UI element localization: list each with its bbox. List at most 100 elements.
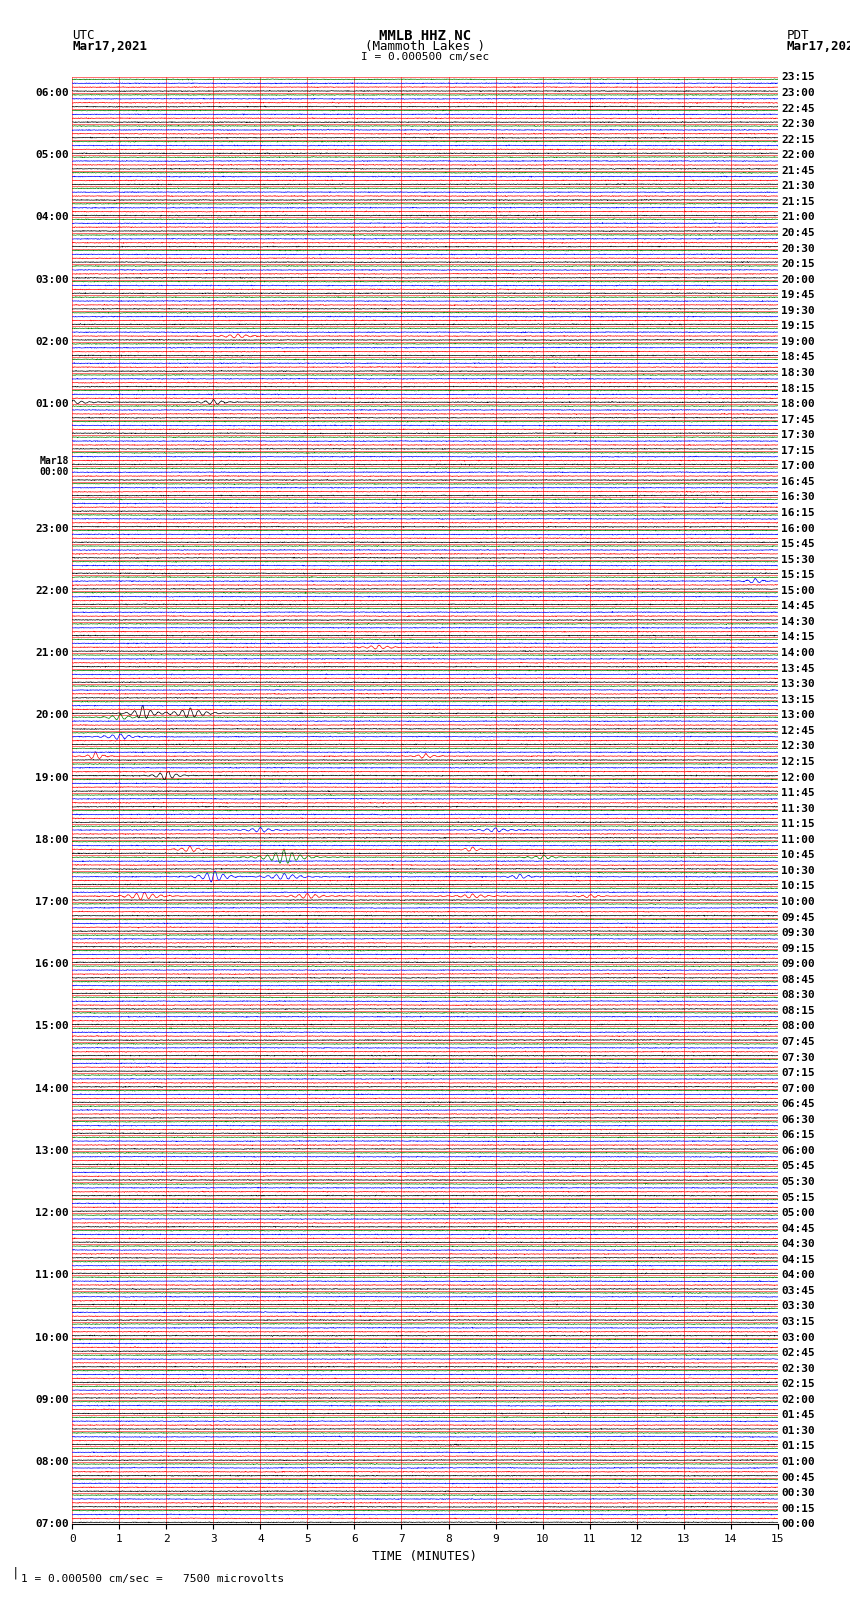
Text: 02:00: 02:00 [781, 1395, 815, 1405]
Text: 11:15: 11:15 [781, 819, 815, 829]
Text: 11:00: 11:00 [781, 836, 815, 845]
Text: 13:15: 13:15 [781, 695, 815, 705]
Text: 22:45: 22:45 [781, 103, 815, 113]
Text: 06:45: 06:45 [781, 1098, 815, 1110]
Text: 07:30: 07:30 [781, 1053, 815, 1063]
Text: Mar18
00:00: Mar18 00:00 [39, 455, 69, 477]
Text: 16:15: 16:15 [781, 508, 815, 518]
Text: 17:00: 17:00 [35, 897, 69, 907]
Text: 09:45: 09:45 [781, 913, 815, 923]
Text: 15:45: 15:45 [781, 539, 815, 548]
Text: 21:15: 21:15 [781, 197, 815, 206]
Text: 14:00: 14:00 [781, 648, 815, 658]
Text: 01:30: 01:30 [781, 1426, 815, 1436]
Text: 01:00: 01:00 [781, 1457, 815, 1468]
Text: 19:00: 19:00 [781, 337, 815, 347]
Text: 17:45: 17:45 [781, 415, 815, 424]
Text: 19:30: 19:30 [781, 306, 815, 316]
Text: 14:15: 14:15 [781, 632, 815, 642]
Text: 18:30: 18:30 [781, 368, 815, 377]
Text: 08:15: 08:15 [781, 1007, 815, 1016]
Text: 21:30: 21:30 [781, 181, 815, 192]
Text: 22:30: 22:30 [781, 119, 815, 129]
Text: 12:30: 12:30 [781, 742, 815, 752]
Text: 05:30: 05:30 [781, 1177, 815, 1187]
Text: 13:00: 13:00 [35, 1145, 69, 1157]
X-axis label: TIME (MINUTES): TIME (MINUTES) [372, 1550, 478, 1563]
Text: 14:30: 14:30 [781, 616, 815, 627]
Text: 06:00: 06:00 [35, 89, 69, 98]
Text: 05:45: 05:45 [781, 1161, 815, 1171]
Text: 08:00: 08:00 [35, 1457, 69, 1468]
Text: 19:00: 19:00 [35, 773, 69, 782]
Text: 22:15: 22:15 [781, 134, 815, 145]
Text: 20:00: 20:00 [781, 274, 815, 284]
Text: 1 = 0.000500 cm/sec =   7500 microvolts: 1 = 0.000500 cm/sec = 7500 microvolts [21, 1574, 285, 1584]
Text: 18:00: 18:00 [781, 398, 815, 410]
Text: 22:00: 22:00 [35, 586, 69, 595]
Text: 04:45: 04:45 [781, 1224, 815, 1234]
Text: 18:45: 18:45 [781, 353, 815, 363]
Text: 20:00: 20:00 [35, 710, 69, 721]
Text: 10:30: 10:30 [781, 866, 815, 876]
Text: 22:00: 22:00 [781, 150, 815, 160]
Text: 03:45: 03:45 [781, 1286, 815, 1295]
Text: 10:00: 10:00 [35, 1332, 69, 1342]
Text: 23:15: 23:15 [781, 73, 815, 82]
Text: 07:15: 07:15 [781, 1068, 815, 1077]
Text: 21:00: 21:00 [781, 213, 815, 223]
Text: 10:45: 10:45 [781, 850, 815, 860]
Text: 15:15: 15:15 [781, 571, 815, 581]
Text: 07:45: 07:45 [781, 1037, 815, 1047]
Text: PDT: PDT [786, 29, 808, 42]
Text: 21:00: 21:00 [35, 648, 69, 658]
Text: 18:15: 18:15 [781, 384, 815, 394]
Text: 20:45: 20:45 [781, 227, 815, 239]
Text: 16:30: 16:30 [781, 492, 815, 503]
Text: 12:15: 12:15 [781, 756, 815, 766]
Text: 06:30: 06:30 [781, 1115, 815, 1124]
Text: 05:00: 05:00 [35, 150, 69, 160]
Text: 11:30: 11:30 [781, 803, 815, 813]
Text: 15:00: 15:00 [781, 586, 815, 595]
Text: 00:45: 00:45 [781, 1473, 815, 1482]
Text: 04:00: 04:00 [781, 1271, 815, 1281]
Text: 06:15: 06:15 [781, 1131, 815, 1140]
Text: 11:00: 11:00 [35, 1271, 69, 1281]
Text: 00:30: 00:30 [781, 1489, 815, 1498]
Text: 04:00: 04:00 [35, 213, 69, 223]
Text: 12:45: 12:45 [781, 726, 815, 736]
Text: 09:30: 09:30 [781, 927, 815, 939]
Text: 07:00: 07:00 [781, 1084, 815, 1094]
Text: 08:30: 08:30 [781, 990, 815, 1000]
Text: 15:00: 15:00 [35, 1021, 69, 1031]
Text: 04:30: 04:30 [781, 1239, 815, 1248]
Text: 23:00: 23:00 [35, 524, 69, 534]
Text: 03:30: 03:30 [781, 1302, 815, 1311]
Text: 09:00: 09:00 [35, 1395, 69, 1405]
Text: 08:45: 08:45 [781, 974, 815, 986]
Text: 02:00: 02:00 [35, 337, 69, 347]
Text: 17:00: 17:00 [781, 461, 815, 471]
Text: 16:00: 16:00 [781, 524, 815, 534]
Text: 09:15: 09:15 [781, 944, 815, 953]
Text: 11:45: 11:45 [781, 789, 815, 798]
Text: 00:15: 00:15 [781, 1503, 815, 1513]
Text: 08:00: 08:00 [781, 1021, 815, 1031]
Text: MMLB HHZ NC: MMLB HHZ NC [379, 29, 471, 44]
Text: 12:00: 12:00 [35, 1208, 69, 1218]
Text: 16:00: 16:00 [35, 960, 69, 969]
Text: 02:15: 02:15 [781, 1379, 815, 1389]
Text: 13:30: 13:30 [781, 679, 815, 689]
Text: 10:15: 10:15 [781, 881, 815, 892]
Text: 09:00: 09:00 [781, 960, 815, 969]
Text: 18:00: 18:00 [35, 836, 69, 845]
Text: |: | [12, 1566, 19, 1579]
Text: 20:15: 20:15 [781, 260, 815, 269]
Text: 14:45: 14:45 [781, 602, 815, 611]
Text: 02:45: 02:45 [781, 1348, 815, 1358]
Text: 14:00: 14:00 [35, 1084, 69, 1094]
Text: 19:15: 19:15 [781, 321, 815, 331]
Text: 20:30: 20:30 [781, 244, 815, 253]
Text: 15:30: 15:30 [781, 555, 815, 565]
